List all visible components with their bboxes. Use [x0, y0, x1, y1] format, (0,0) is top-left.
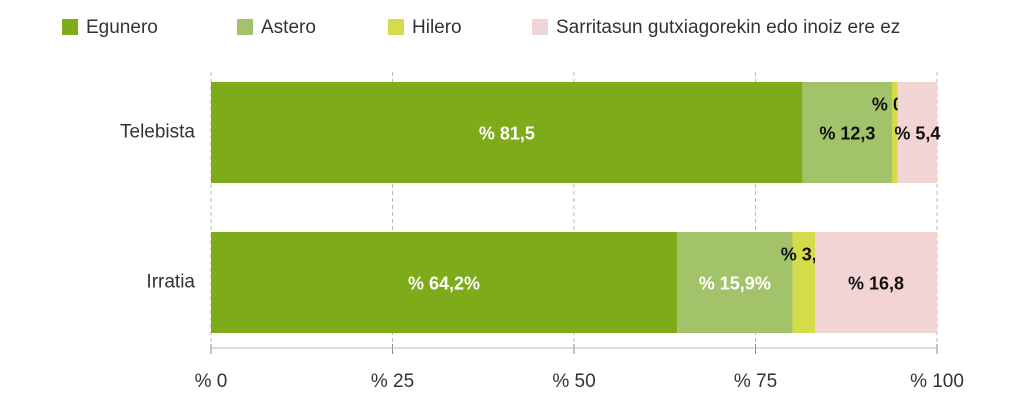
legend-label: Sarritasun gutxiagorekin edo inoiz ere e…	[556, 17, 900, 38]
x-tick-label: % 0	[195, 371, 228, 392]
x-tick-label: % 75	[734, 371, 777, 392]
legend-swatch	[62, 19, 78, 35]
bar-segment	[815, 232, 937, 333]
legend-label: Egunero	[86, 17, 158, 38]
bar-segment	[891, 82, 898, 183]
legend-label: Hilero	[412, 17, 462, 38]
y-tick-label: Irratia	[146, 272, 195, 293]
x-tick-label: % 25	[371, 371, 414, 392]
bar-segment	[211, 82, 803, 183]
legend-label: Astero	[261, 17, 316, 38]
value-label: % 15,9%	[699, 273, 771, 293]
legend-swatch	[532, 19, 548, 35]
bar-segment	[897, 82, 937, 183]
legend-swatch	[388, 19, 404, 35]
x-tick-label: % 100	[910, 371, 964, 392]
value-label: % 81,5	[479, 123, 535, 143]
value-label: % 12,3	[819, 123, 875, 143]
x-tick-label: % 50	[552, 371, 595, 392]
bar-segment	[792, 232, 816, 333]
legend-swatch	[237, 19, 253, 35]
bar-segment	[211, 232, 678, 333]
value-label: % 16,8	[848, 273, 904, 293]
value-label: % 5,4	[894, 123, 940, 143]
bar-segment	[802, 82, 892, 183]
bar-segment	[677, 232, 793, 333]
value-label: % 64,2%	[408, 273, 480, 293]
y-tick-label: Telebista	[120, 122, 195, 143]
